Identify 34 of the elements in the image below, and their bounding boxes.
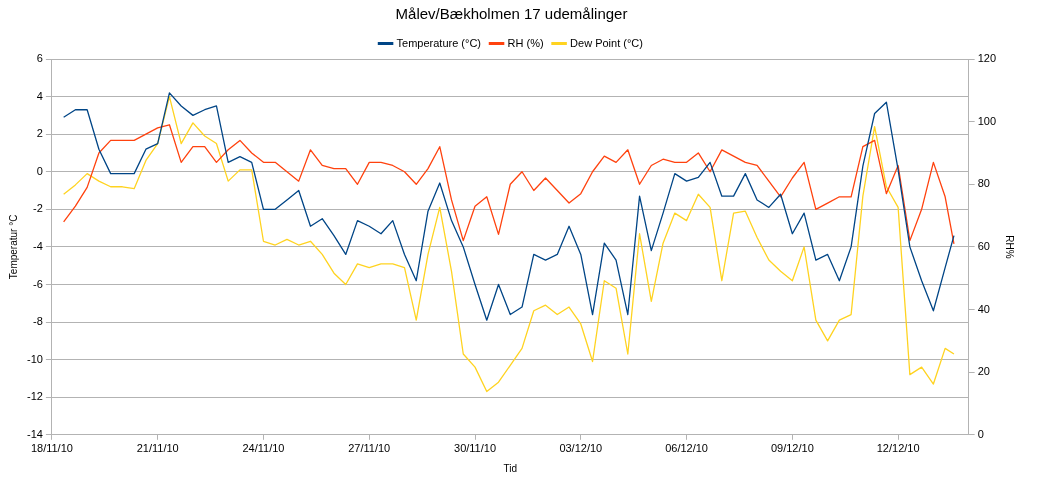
y-tick-label: 2: [36, 127, 43, 140]
x-tick-label: 03/12/10: [559, 442, 603, 455]
x-axis-title: Tid: [503, 462, 518, 474]
legend-label: Temperature (°C): [396, 36, 482, 49]
y-tick-label: 0: [36, 164, 43, 177]
x-tick-label: 12/12/10: [876, 442, 920, 455]
x-tick-label: 06/12/10: [665, 442, 708, 455]
y-tick-label: -2: [33, 202, 43, 215]
y2-tick-label: 20: [977, 365, 990, 378]
x-tick-label: 30/11/10: [454, 442, 497, 455]
chart-title: Målev/Bækholmen 17 udemålinger: [395, 5, 628, 23]
y2-tick-label: 120: [977, 52, 997, 65]
y-tick-label: -6: [33, 277, 43, 290]
x-tick-label: 18/11/10: [30, 442, 73, 455]
y-tick-label: -12: [26, 390, 43, 403]
y2-tick-label: 0: [977, 427, 984, 440]
y-tick-label: -8: [33, 315, 43, 328]
y-axis-title: Temperatur °C: [7, 214, 19, 280]
y-tick-label: -4: [33, 239, 43, 252]
y-tick-label: 4: [36, 89, 43, 102]
x-tick-label: 27/11/10: [348, 442, 391, 455]
y2-tick-label: 60: [977, 239, 990, 252]
y-tick-label: -10: [26, 352, 43, 365]
x-tick-label: 09/12/10: [770, 442, 814, 455]
y-tick-label: 6: [36, 52, 43, 65]
y2-tick-label: 80: [977, 177, 990, 190]
y2-axis-title: RH%: [1004, 235, 1016, 259]
y2-tick-label: 100: [977, 114, 997, 127]
legend-label: Dew Point (°C): [570, 36, 643, 49]
x-tick-label: 24/11/10: [242, 442, 285, 455]
x-tick-label: 21/11/10: [136, 442, 179, 455]
y-tick-label: -14: [26, 427, 43, 440]
y2-tick-label: 40: [977, 302, 990, 315]
legend-label: RH (%): [507, 36, 544, 49]
